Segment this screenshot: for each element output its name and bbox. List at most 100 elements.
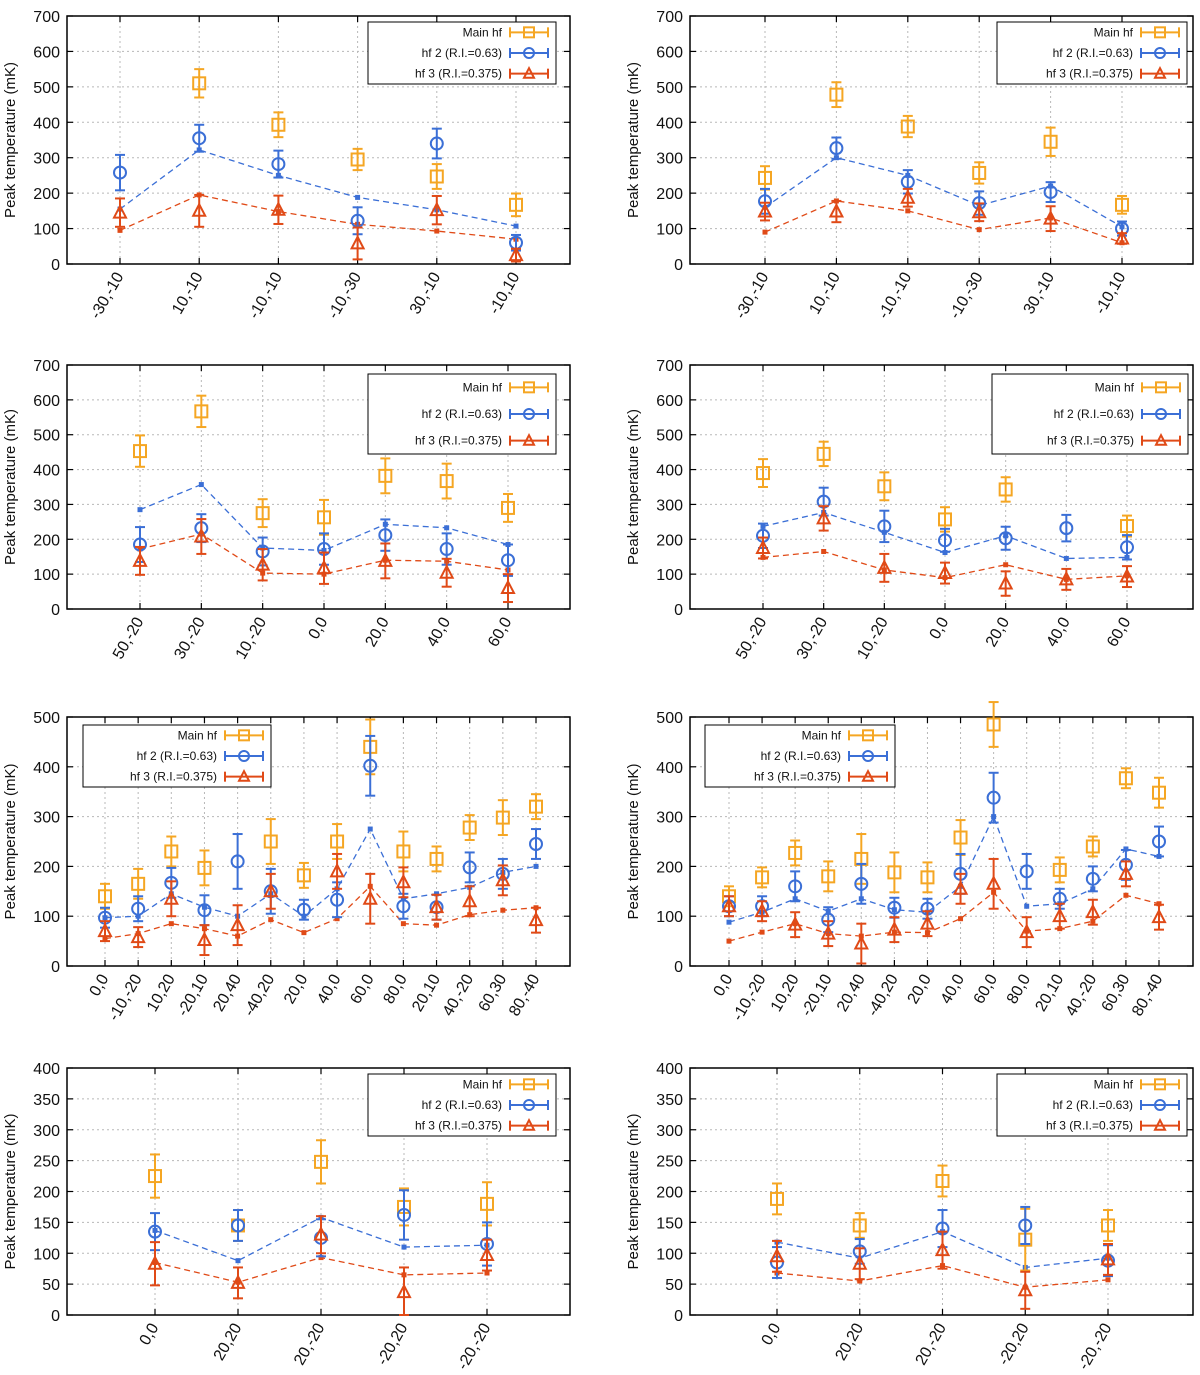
hf3-data-point [313, 1225, 329, 1241]
x-tick-label: 10,20 [144, 971, 179, 1014]
hf3-model-point [821, 548, 827, 554]
hf3-data-point [1019, 923, 1035, 939]
hf3-data-point [130, 928, 146, 944]
x-tick-label: 0,0 [711, 971, 737, 999]
x-tick-label: -10,10 [1092, 269, 1129, 317]
main-data-point [758, 170, 772, 185]
main-data-point [829, 87, 844, 102]
main-data-point [317, 510, 331, 525]
hf3-data-point [428, 898, 445, 914]
main-data-point [350, 152, 365, 167]
legend-marker-hf2 [523, 1099, 535, 1111]
y-tick-label: 400 [656, 115, 683, 132]
hf2-data-point [529, 836, 543, 851]
hf3-model-point [726, 938, 732, 944]
hf3-data-point [886, 920, 903, 936]
x-tick-label: 80,-40 [506, 971, 543, 1019]
main-data-point [1101, 1218, 1115, 1233]
hf2-data-point [330, 892, 345, 907]
hf2-data-point [788, 879, 803, 894]
hf3-model-point [268, 917, 274, 923]
y-tick-label: 400 [656, 760, 683, 777]
x-tick-label: 60,30 [1099, 971, 1134, 1014]
hf2-data-point [429, 136, 444, 151]
legend-marker-hf3 [1153, 65, 1167, 79]
hf2-data-point [829, 141, 844, 156]
x-tick-label: -10,-10 [246, 269, 286, 321]
hf3-model-point [1123, 892, 1129, 898]
hf2-data-point [1018, 1218, 1033, 1233]
main-data-point [509, 197, 523, 212]
y-tick-label: 50 [42, 1277, 60, 1294]
x-tick-label: -10,-20 [729, 971, 769, 1023]
y-tick-label: 500 [656, 428, 683, 445]
main-data-point [1152, 785, 1166, 800]
x-tick-label: -10,-20 [106, 971, 146, 1023]
legend-marker-hf2 [523, 47, 535, 59]
y-tick-label: 350 [33, 1092, 60, 1109]
hf3-data-point [900, 188, 916, 204]
hf3-data-point [757, 202, 773, 218]
x-tick-label: 20,10 [409, 971, 444, 1014]
hf2-data-point [148, 1224, 162, 1239]
y-tick-label: 300 [656, 810, 683, 827]
hf2-model-line [728, 814, 1160, 923]
y-axis-label: Peak temperature (mK) [625, 409, 642, 565]
x-tick-label: 10,-10 [806, 269, 843, 317]
legend-label: hf 2 (R.I.=0.63) [1054, 407, 1134, 421]
hf2-data-point [197, 903, 212, 918]
hf3-model-line [776, 1264, 1109, 1288]
hf3-data-point [163, 890, 179, 905]
x-tick-label: 0,0 [306, 614, 332, 642]
hf2-data-point [877, 519, 892, 534]
hf3-data-point [937, 564, 953, 580]
x-tick-label: -20,10 [175, 971, 212, 1019]
hf3-data-point [952, 880, 969, 895]
main-data-point [852, 1218, 867, 1233]
main-data-point [920, 870, 935, 885]
hf2-data-point [1059, 521, 1074, 536]
main-data-point [953, 830, 968, 845]
hf3-data-point [1017, 1281, 1033, 1297]
x-tick-label: 20,0 [363, 614, 393, 650]
x-tick-label: 50,-20 [110, 614, 147, 662]
hf3-data-point [132, 552, 148, 567]
x-tick-label: 80,-40 [1129, 971, 1166, 1019]
y-tick-label: 400 [33, 115, 60, 132]
hf3-data-point [112, 203, 128, 219]
hf3-data-point [876, 559, 892, 574]
legend-label: hf 3 (R.I.=0.375) [415, 1119, 502, 1133]
legend-label: Main hf [463, 25, 503, 39]
legend-marker-hf3 [237, 768, 251, 782]
legend-label: Main hf [1095, 380, 1135, 394]
legend-marker-main [1154, 26, 1166, 39]
y-tick-label: 600 [656, 393, 683, 410]
hf2-model-point [137, 507, 143, 513]
hf3-data-point [395, 873, 412, 889]
legend-marker-hf3 [861, 768, 875, 782]
hf2-model-line [764, 157, 1123, 228]
hf3-data-point [362, 890, 378, 905]
y-axis-label: Peak temperature (mK) [2, 409, 19, 565]
legend-label: hf 3 (R.I.=0.375) [415, 434, 502, 448]
main-data-point [1115, 197, 1129, 212]
hf3-model-point [434, 922, 440, 928]
hf3-data-point [263, 882, 279, 898]
main-data-point [986, 717, 1001, 732]
hf3-model-point [958, 916, 964, 922]
y-tick-label: 100 [33, 567, 60, 584]
hf3-data-point [769, 1247, 785, 1263]
hf2-model-point [444, 525, 450, 531]
hf3-model-point [857, 1278, 863, 1284]
hf2-data-point [1152, 834, 1166, 849]
main-data-point [1120, 519, 1134, 534]
legend-label: Main hf [178, 728, 218, 742]
hf2-data-point [296, 902, 311, 917]
main-data-point [164, 844, 179, 859]
y-tick-label: 700 [656, 9, 683, 26]
y-tick-label: 150 [33, 1215, 60, 1232]
hf2-model-point [513, 223, 519, 229]
hf3-model-point [759, 929, 765, 935]
main-data-point [396, 844, 411, 859]
legend-label: hf 2 (R.I.=0.63) [137, 749, 217, 763]
